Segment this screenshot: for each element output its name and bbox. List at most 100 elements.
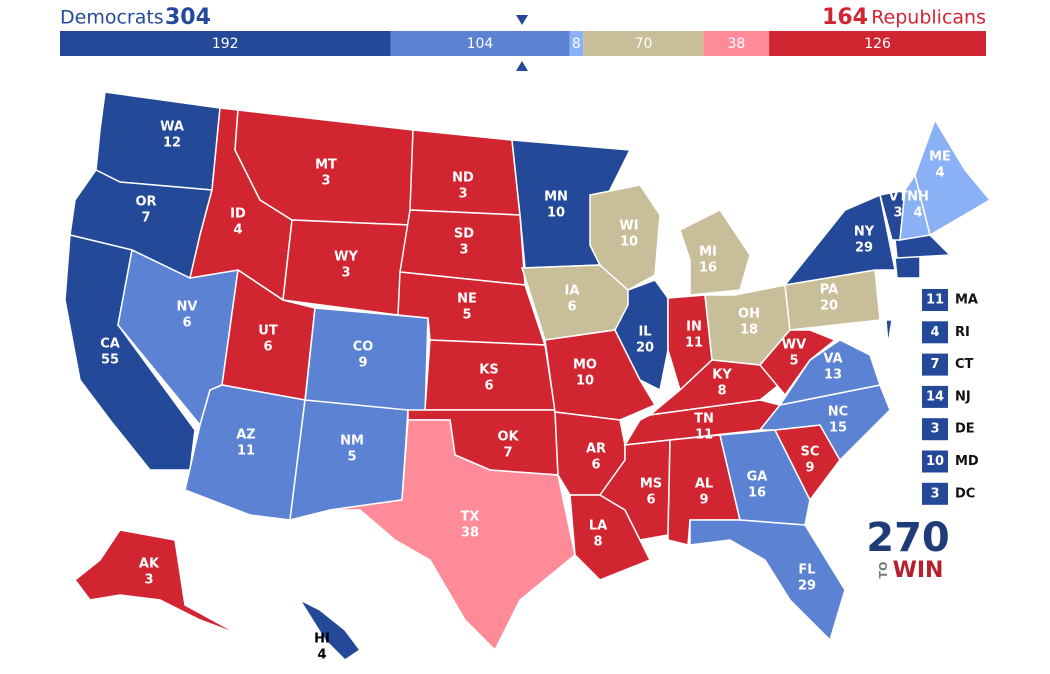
state-votes: 3 [458,187,467,202]
small-state-box [922,482,948,505]
state-votes: 55 [101,353,119,368]
state-abbr: ND [452,171,474,186]
state-votes: 6 [591,458,600,473]
state-votes: 5 [789,354,798,369]
state-votes: 9 [699,493,708,508]
state-abbr: NV [177,300,198,315]
state-shape [297,598,362,661]
logo-win: WIN [893,558,944,583]
state-abbr: KS [479,363,498,378]
small-state-votes: 4 [930,325,939,340]
state-abbr: WI [619,219,638,234]
state-votes: 38 [461,526,479,541]
state-votes: 13 [824,368,842,383]
state-abbr: GA [747,470,768,485]
state-abbr: MT [315,158,337,173]
state-abbr: ID [230,207,246,222]
bar-segment [390,31,570,56]
state-abbr: FL [798,563,815,578]
state-abbr: MI [699,245,717,260]
logo-to: TO [877,562,890,579]
marker-top [516,15,528,25]
state-abbr: KY [712,368,732,383]
small-state-abbr: RI [955,325,970,340]
state-votes: 4 [935,166,944,181]
state-abbr: IN [686,320,702,335]
state-shape [894,255,921,279]
state-votes: 3 [893,206,902,221]
state-abbr: AR [586,442,606,457]
state-shape [679,209,751,296]
state-votes: 20 [820,299,838,314]
state-shape [885,319,893,346]
state-votes: 5 [462,308,471,323]
state-abbr: NM [340,434,364,449]
small-state-votes: 14 [926,389,944,404]
small-state-abbr: NJ [955,389,971,404]
state-abbr: WV [782,338,806,353]
state-votes: 6 [484,379,493,394]
small-state-abbr: MD [955,454,979,469]
state-votes: 4 [317,648,326,663]
state-abbr: NY [854,225,875,240]
state-votes: 16 [748,486,766,501]
state-abbr: VA [823,352,842,367]
state-shape [589,184,661,291]
state-abbr: IA [565,284,580,299]
state-votes: 7 [503,446,512,461]
bar-segment [583,31,704,56]
state-votes: 29 [855,241,873,256]
state-abbr: VT [889,190,908,205]
state-votes: 20 [636,341,654,356]
bar-segment [769,31,986,56]
small-state-abbr: DC [955,486,975,501]
state-votes: 9 [358,356,367,371]
marker-bottom [516,61,528,71]
dem-label: Democrats [60,7,164,29]
state-votes: 11 [685,336,703,351]
state-abbr: CA [100,337,120,352]
state-abbr: ME [929,150,951,165]
state-votes: 6 [182,316,191,331]
small-state-votes: 7 [930,357,939,372]
state-shape [614,279,669,392]
state-shape [914,118,992,237]
small-state-box [922,353,948,376]
state-votes: 8 [593,535,602,550]
state-abbr: OR [135,195,156,210]
bar-segment [60,31,391,56]
state-abbr: OH [738,307,760,322]
state-votes: 10 [576,374,594,389]
state-votes: 3 [321,174,330,189]
state-votes: 6 [567,300,576,315]
state-abbr: TX [461,510,480,525]
state-abbr: AK [139,557,160,572]
state-votes: 4 [233,223,242,238]
logo-number: 270 [866,515,950,561]
small-state-abbr: CT [955,357,974,372]
state-votes: 9 [805,461,814,476]
state-shape [329,419,576,652]
small-state-votes: 10 [926,454,944,469]
state-votes: 11 [695,428,713,443]
bar-label: 192 [212,36,239,52]
bar-label: 104 [467,36,494,52]
state-votes: 16 [699,261,717,276]
small-state-votes: 11 [926,293,944,308]
state-votes: 12 [163,136,181,151]
small-state-box [922,418,948,441]
state-abbr: SD [454,227,474,242]
small-state-box [922,385,948,408]
state-abbr: NE [457,292,477,307]
state-votes: 7 [141,211,150,226]
small-state-votes: 3 [930,422,939,437]
state-votes: 3 [144,573,153,588]
state-shape [783,193,896,287]
state-shape [689,519,846,642]
state-shape [719,429,811,526]
small-state-abbr: MA [955,293,978,308]
state-votes: 15 [829,421,847,436]
state-votes: 6 [263,340,272,355]
state-abbr: LA [589,519,607,534]
